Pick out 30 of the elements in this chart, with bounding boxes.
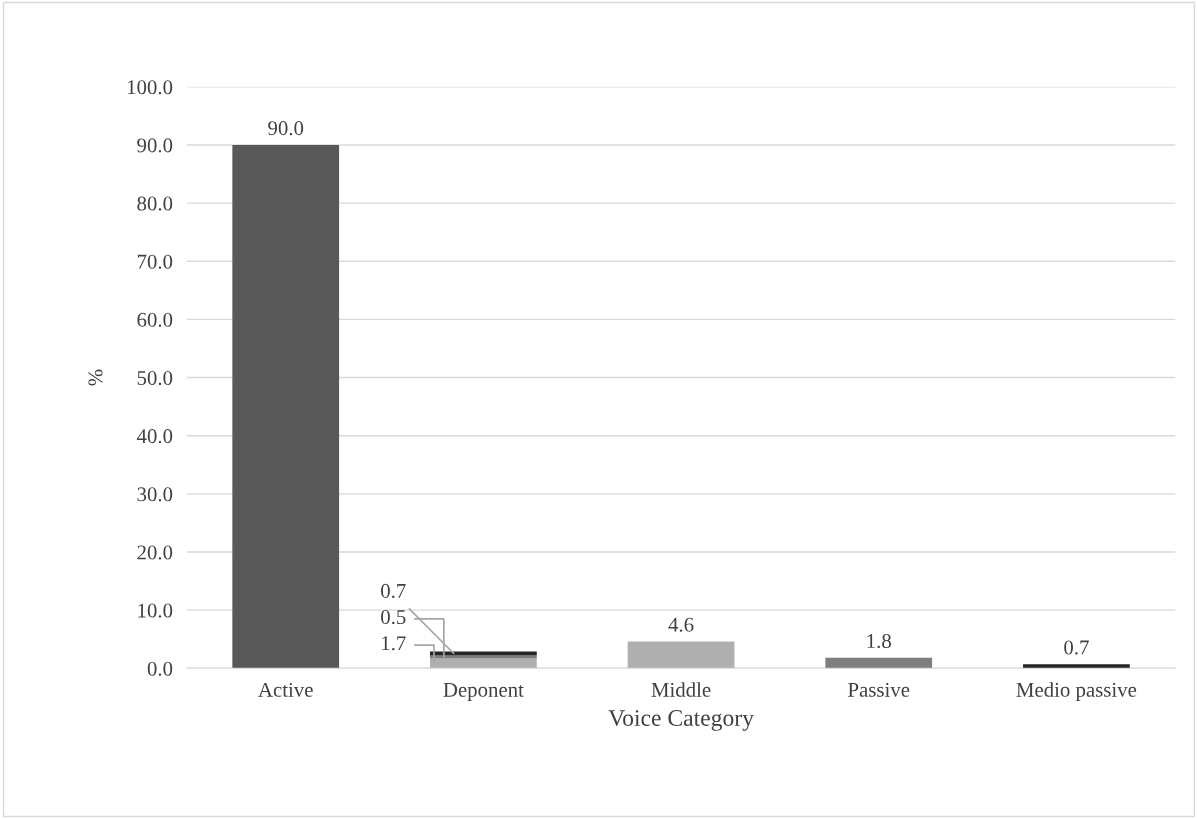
x-tick-label: Deponent	[443, 683, 524, 702]
bar	[232, 144, 340, 669]
x-tick-label: Active	[258, 682, 313, 697]
data-label: 1.8	[867, 633, 891, 649]
y-tick-label: 10.0	[138, 603, 173, 618]
y-tick-label: 60.0	[137, 312, 173, 327]
y-tick-label: 70.0	[137, 254, 173, 269]
data-label: 4.6	[668, 617, 694, 632]
y-tick-label: 100.0	[127, 80, 173, 95]
bar	[1023, 664, 1130, 669]
bar	[627, 641, 735, 669]
y-tick-label: 50.0	[137, 370, 173, 386]
data-label: 1.7	[382, 636, 406, 651]
x-axis-title: Voice Category	[608, 710, 754, 731]
data-label: 0.5	[381, 610, 406, 625]
y-tick-label: 40.0	[136, 429, 173, 444]
y-axis-title: %	[88, 369, 103, 386]
x-tick-label: Middle	[651, 682, 711, 697]
x-tick-label: Medio passive	[1016, 682, 1137, 702]
data-label: 90.0	[268, 121, 304, 136]
y-tick-label: 0.0	[147, 661, 173, 676]
data-label: 0.7	[1064, 640, 1089, 655]
bar	[430, 651, 537, 656]
data-label: 0.7	[381, 583, 406, 599]
bar	[825, 657, 933, 669]
y-tick-label: 20.0	[137, 545, 173, 560]
x-tick-label: Passive	[848, 682, 910, 697]
y-tick-label: 80.0	[137, 196, 173, 211]
y-tick-label: 90.0	[137, 138, 173, 153]
y-tick-label: 30.0	[137, 487, 173, 502]
